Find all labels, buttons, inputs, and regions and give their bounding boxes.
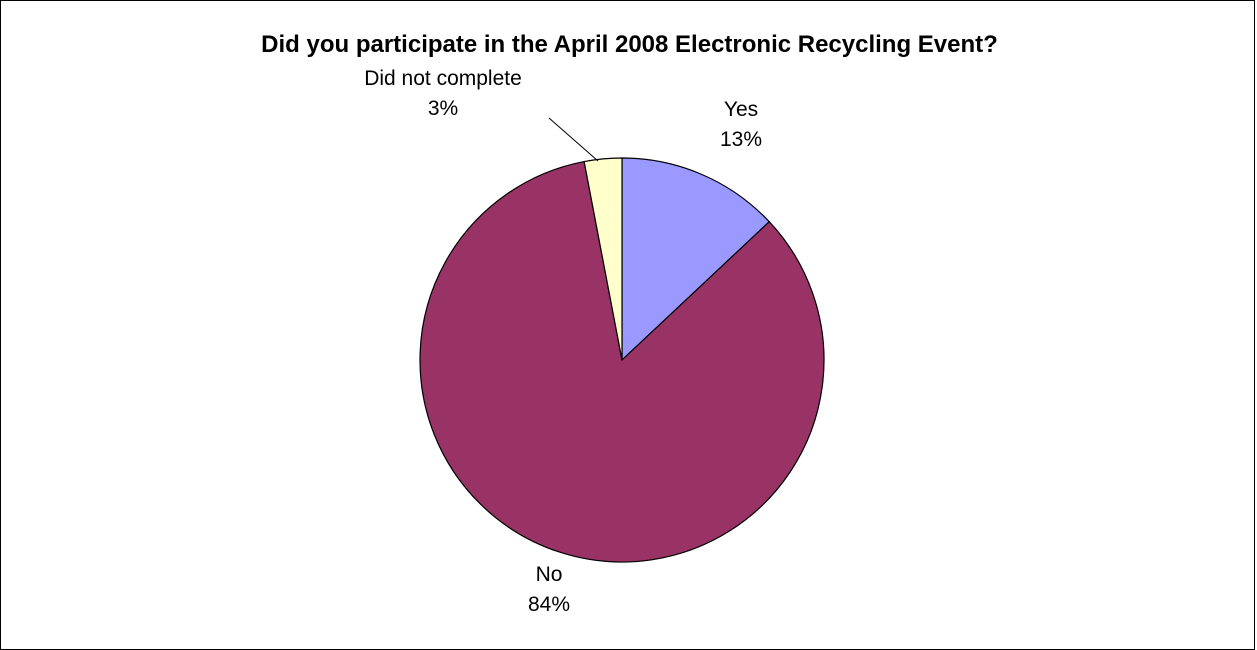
leader-line-did-not-complete bbox=[548, 117, 599, 162]
slice-value-did-not-complete: 3% bbox=[428, 97, 458, 120]
pie-slice-yes bbox=[621, 157, 771, 362]
slice-label-did-not-complete: Did not complete bbox=[364, 67, 522, 90]
slice-label-yes: Yes bbox=[724, 98, 758, 121]
slice-value-yes: 13% bbox=[720, 128, 762, 151]
slice-label-no: No bbox=[536, 563, 563, 586]
chart-title: Did you participate in the April 2008 El… bbox=[261, 31, 998, 58]
slice-value-no: 84% bbox=[528, 593, 570, 616]
leader-lines bbox=[548, 117, 599, 162]
pie-slice-no bbox=[419, 160, 825, 563]
pie-slice-did-not-complete bbox=[583, 157, 623, 361]
pie-slices bbox=[419, 157, 825, 563]
slice-labels: Yes 13% No 84% Did not complete 3% bbox=[364, 67, 762, 616]
pie-chart: Yes 13% No 84% Did not complete 3% bbox=[364, 67, 825, 616]
